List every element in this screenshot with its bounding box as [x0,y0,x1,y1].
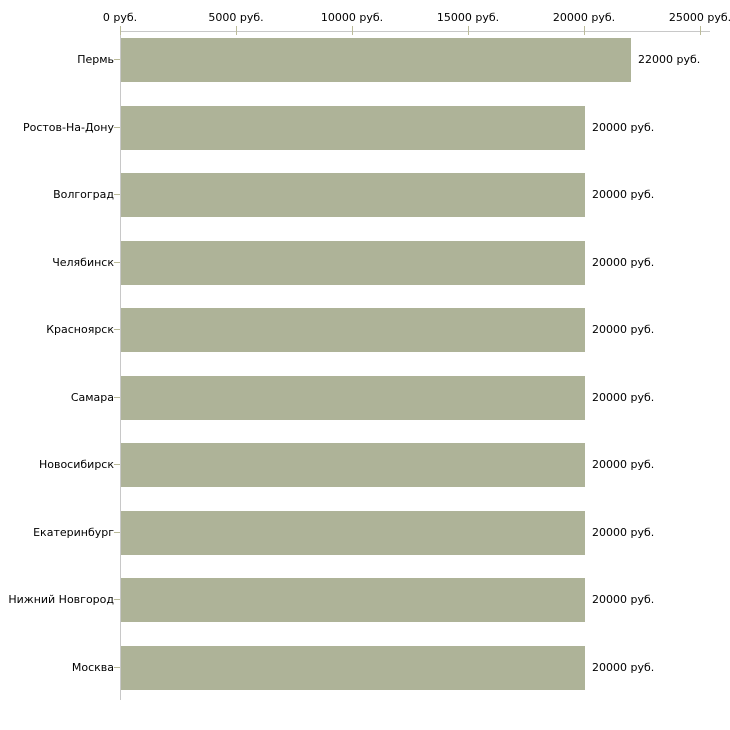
y-tick-mark [114,532,120,533]
value-label: 20000 руб. [592,391,655,404]
category-label: Новосибирск [38,458,114,471]
y-axis-line [120,31,121,700]
y-tick-mark [114,599,120,600]
x-tick-mark [236,26,237,35]
bar-row: Пермь 22000 руб. [0,38,730,82]
bar [121,376,585,420]
x-tick-label: 20000 руб. [552,11,616,24]
y-tick-mark [114,194,120,195]
x-tick-label: 5000 руб. [208,11,264,24]
y-tick-mark [114,127,120,128]
value-label: 20000 руб. [592,256,655,269]
value-label: 20000 руб. [592,661,655,674]
value-label: 20000 руб. [592,593,655,606]
bar-row: Нижний Новгород 20000 руб. [0,578,730,622]
bar [121,106,585,150]
x-tick-mark [120,26,121,35]
value-label: 20000 руб. [592,458,655,471]
category-label: Пермь [77,53,114,66]
y-tick-mark [114,329,120,330]
category-label: Нижний Новгород [8,593,114,606]
value-label: 20000 руб. [592,188,655,201]
bar-row: Челябинск 20000 руб. [0,241,730,285]
x-tick-label: 0 руб. [102,11,138,24]
x-tick-label: 25000 руб. [668,11,730,24]
x-axis-line [120,31,710,32]
category-label: Ростов-На-Дону [22,121,114,134]
category-label: Екатеринбург [33,526,114,539]
y-tick-mark [114,667,120,668]
x-tick-mark [584,26,585,35]
category-label: Москва [71,661,114,674]
y-tick-mark [114,59,120,60]
bar [121,241,585,285]
bar [121,578,585,622]
bar-row: Новосибирск 20000 руб. [0,443,730,487]
category-label: Волгоград [53,188,114,201]
y-tick-mark [114,262,120,263]
value-label: 22000 руб. [638,53,701,66]
value-label: 20000 руб. [592,121,655,134]
bar [121,38,631,82]
category-label: Челябинск [52,256,114,269]
bar [121,443,585,487]
bar-row: Екатеринбург 20000 руб. [0,511,730,555]
bar-row: Ростов-На-Дону 20000 руб. [0,106,730,150]
bar-row: Красноярск 20000 руб. [0,308,730,352]
x-tick-mark [352,26,353,35]
x-tick-mark [700,26,701,35]
bar [121,646,585,690]
x-tick-label: 10000 руб. [320,11,384,24]
category-label: Самара [70,391,114,404]
x-tick-mark [468,26,469,35]
category-label: Красноярск [46,323,114,336]
x-tick-label: 15000 руб. [436,11,500,24]
bar [121,511,585,555]
bar [121,308,585,352]
value-label: 20000 руб. [592,323,655,336]
y-tick-mark [114,397,120,398]
y-tick-mark [114,464,120,465]
value-label: 20000 руб. [592,526,655,539]
bar-row: Волгоград 20000 руб. [0,173,730,217]
bar-row: Самара 20000 руб. [0,376,730,420]
bar-row: Москва 20000 руб. [0,646,730,690]
bar [121,173,585,217]
